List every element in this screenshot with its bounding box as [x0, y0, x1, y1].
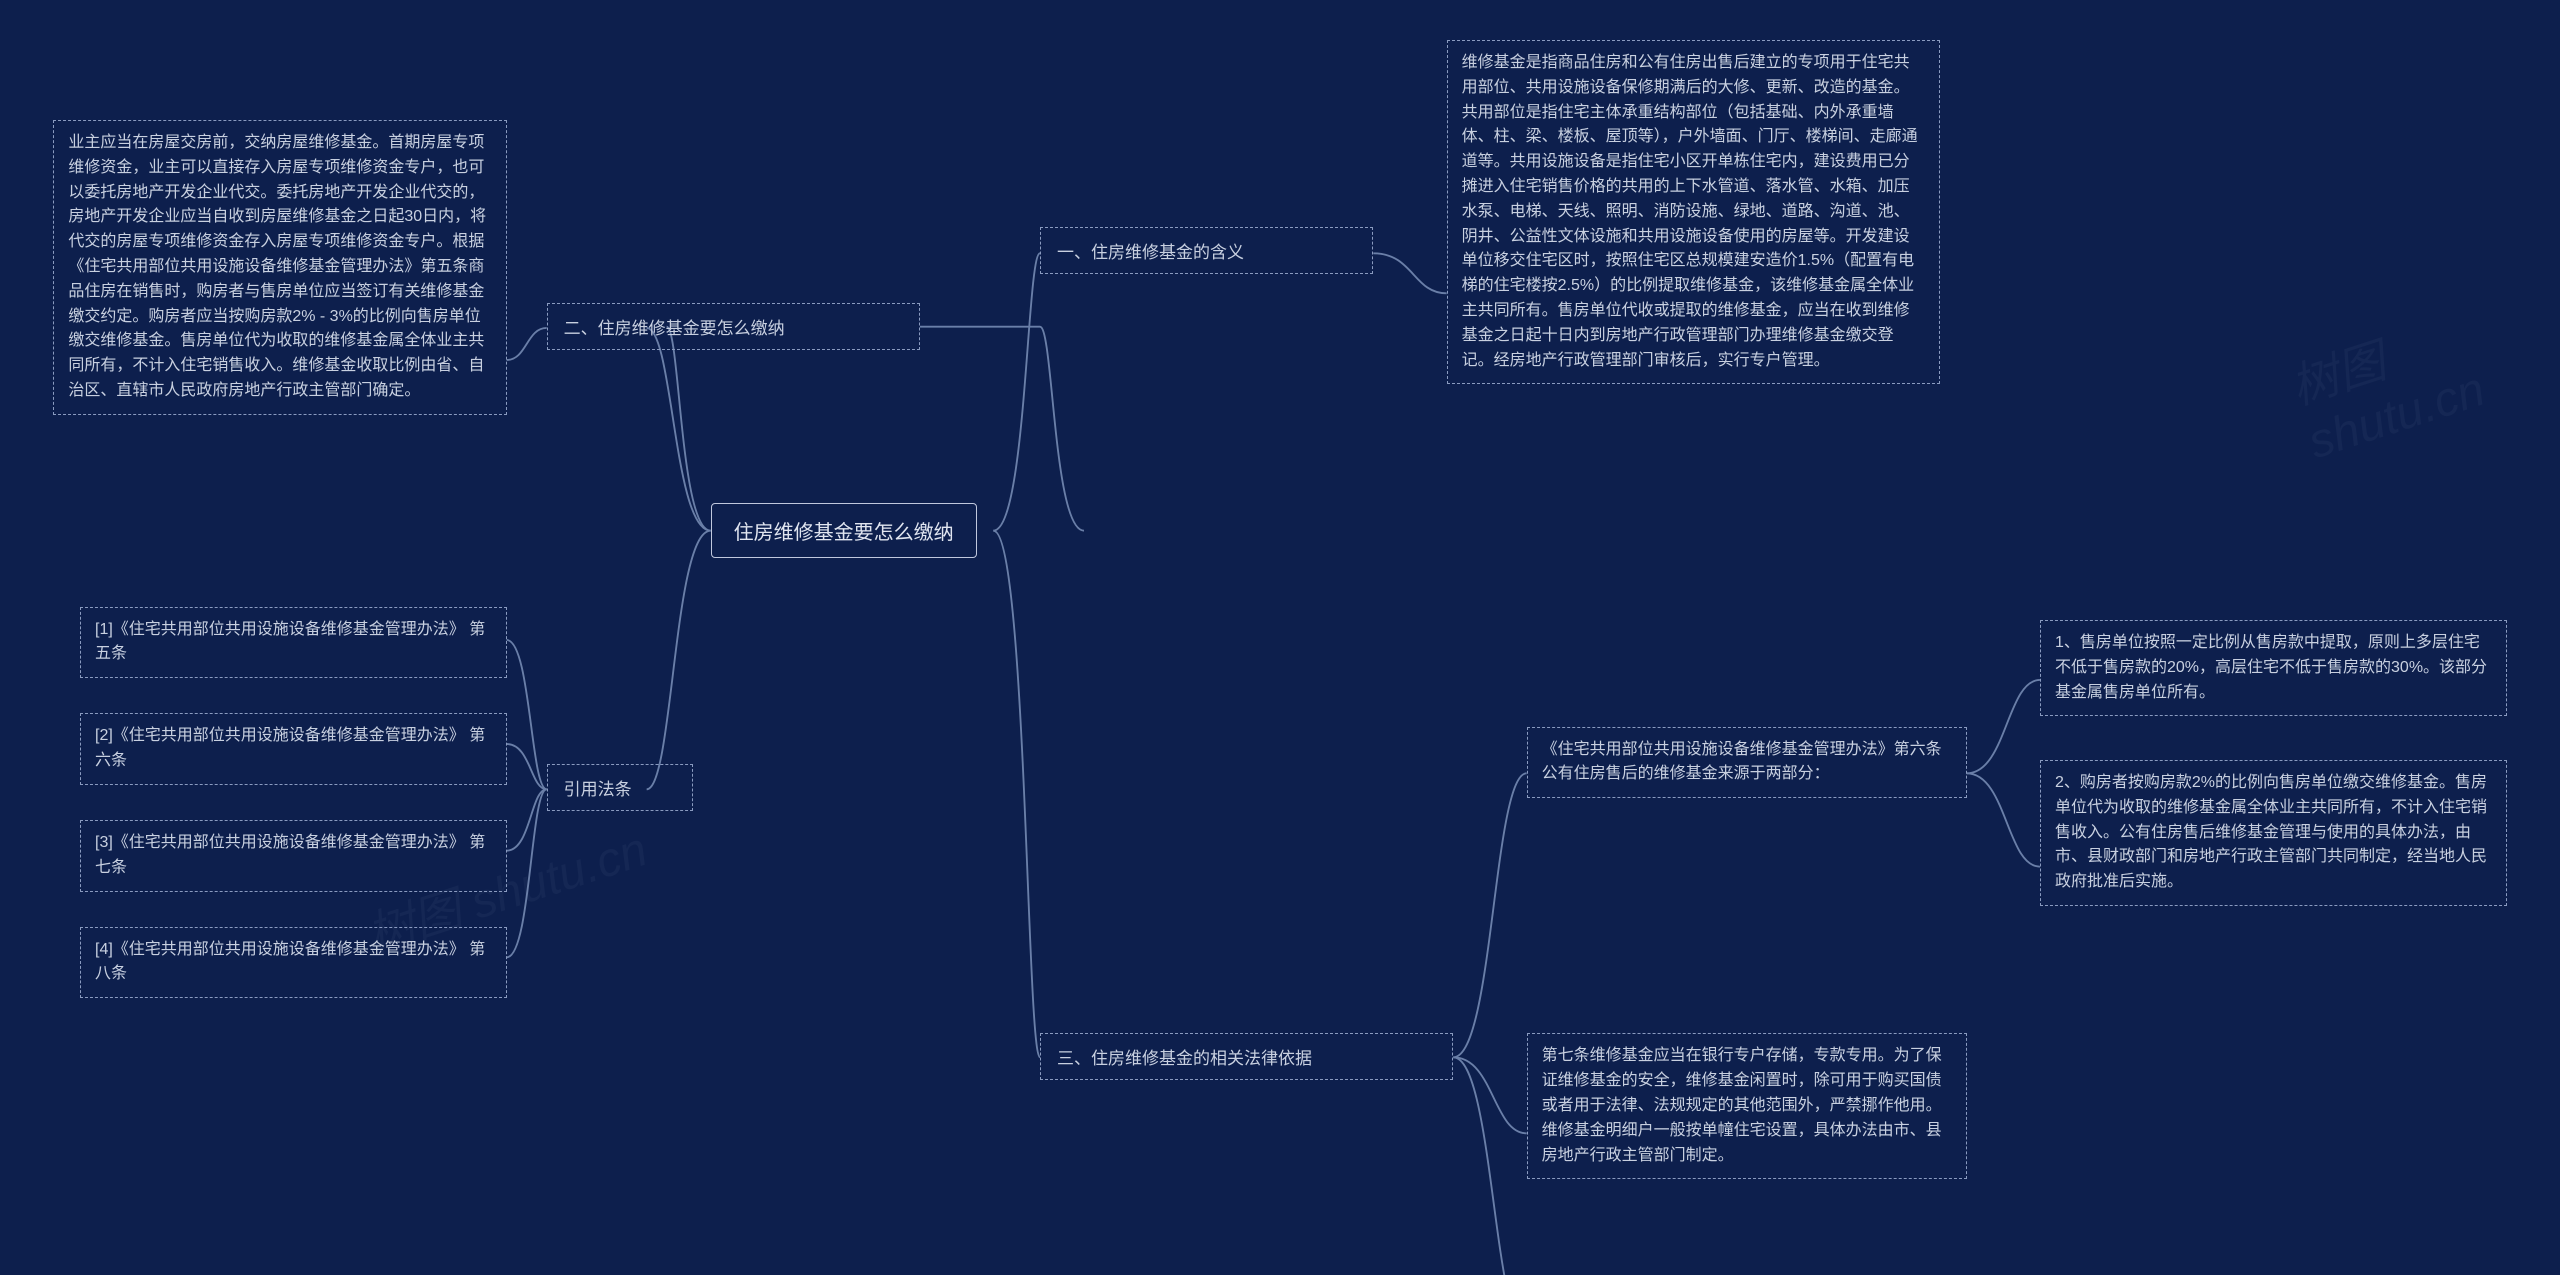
watermark: 树图 shutu.cn [2280, 1215, 2560, 1275]
branch-title-meaning[interactable]: 一、住房维修基金的含义 [1040, 227, 1373, 274]
leaf-text: 《住宅共用部位共用设施设备维修基金管理办法》第六条公有住房售后的维修基金来源于两… [1542, 741, 1942, 783]
branch-title-legal[interactable]: 三、住房维修基金的相关法律依据 [1040, 1033, 1453, 1080]
leaf-citation-2-text: [2]《住宅共用部位共用设施设备维修基金管理办法》 第六条 [95, 727, 485, 769]
branch-title-text: 一、住房维修基金的含义 [1057, 243, 1244, 262]
leaf-citation-4-text: [4]《住宅共用部位共用设施设备维修基金管理办法》 第八条 [95, 941, 485, 983]
leaf-article7[interactable]: 第七条维修基金应当在银行专户存储，专款专用。为了保证维修基金的安全，维修基金闲置… [1527, 1033, 1967, 1179]
branch-title-text: 三、住房维修基金的相关法律依据 [1057, 1049, 1312, 1068]
watermark: 树图 shutu.cn [2280, 269, 2560, 470]
leaf-text: 维修基金是指商品住房和公有住房出售后建立的专项用于住宅共用部位、共用设施设备保修… [1462, 54, 1918, 369]
leaf-citation-3-text: [3]《住宅共用部位共用设施设备维修基金管理办法》 第七条 [95, 834, 485, 876]
leaf-article6-sub2[interactable]: 2、购房者按购房款2%的比例向售房单位缴交维修基金。售房单位代为收取的维修基金属… [2040, 760, 2507, 906]
leaf-citation-1-text: [1]《住宅共用部位共用设施设备维修基金管理办法》 第五条 [95, 621, 485, 663]
leaf-citation-2[interactable]: [2]《住宅共用部位共用设施设备维修基金管理办法》 第六条 [80, 713, 507, 785]
branch-title-howpay[interactable]: 二、住房维修基金要怎么缴纳 [547, 303, 920, 350]
leaf-text: 2、购房者按购房款2%的比例向售房单位缴交维修基金。售房单位代为收取的维修基金属… [2055, 774, 2487, 890]
leaf-citation-1[interactable]: [1]《住宅共用部位共用设施设备维修基金管理办法》 第五条 [80, 607, 507, 679]
branch-title-citations-text: 引用法条 [564, 780, 632, 799]
root-text: 住房维修基金要怎么缴纳 [734, 522, 954, 544]
leaf-meaning-desc[interactable]: 维修基金是指商品住房和公有住房出售后建立的专项用于住宅共用部位、共用设施设备保修… [1447, 40, 1940, 384]
leaf-howpay-desc-text: 业主应当在房屋交房前，交纳房屋维修基金。首期房屋专项维修资金，业主可以直接存入房… [68, 134, 486, 399]
leaf-citation-3[interactable]: [3]《住宅共用部位共用设施设备维修基金管理办法》 第七条 [80, 820, 507, 892]
mindmap-canvas: 住房维修基金要怎么缴纳 一、住房维修基金的含义 维修基金是指商品住房和公有住房出… [0, 0, 2560, 1275]
branch-title-howpay-text: 二、住房维修基金要怎么缴纳 [564, 319, 785, 338]
leaf-article6-sub1[interactable]: 1、售房单位按照一定比例从售房款中提取，原则上多层住宅不低于售房款的20%，高层… [2040, 620, 2507, 716]
leaf-citation-4[interactable]: [4]《住宅共用部位共用设施设备维修基金管理办法》 第八条 [80, 927, 507, 999]
leaf-text: 第七条维修基金应当在银行专户存储，专款专用。为了保证维修基金的安全，维修基金闲置… [1542, 1047, 1942, 1163]
leaf-article6[interactable]: 《住宅共用部位共用设施设备维修基金管理办法》第六条公有住房售后的维修基金来源于两… [1527, 727, 1967, 799]
root-node[interactable]: 住房维修基金要怎么缴纳 [711, 503, 977, 558]
leaf-howpay-desc[interactable]: 业主应当在房屋交房前，交纳房屋维修基金。首期房屋专项维修资金，业主可以直接存入房… [53, 120, 506, 415]
leaf-text: 1、售房单位按照一定比例从售房款中提取，原则上多层住宅不低于售房款的20%，高层… [2055, 634, 2487, 701]
branch-title-citations[interactable]: 引用法条 [547, 764, 694, 811]
